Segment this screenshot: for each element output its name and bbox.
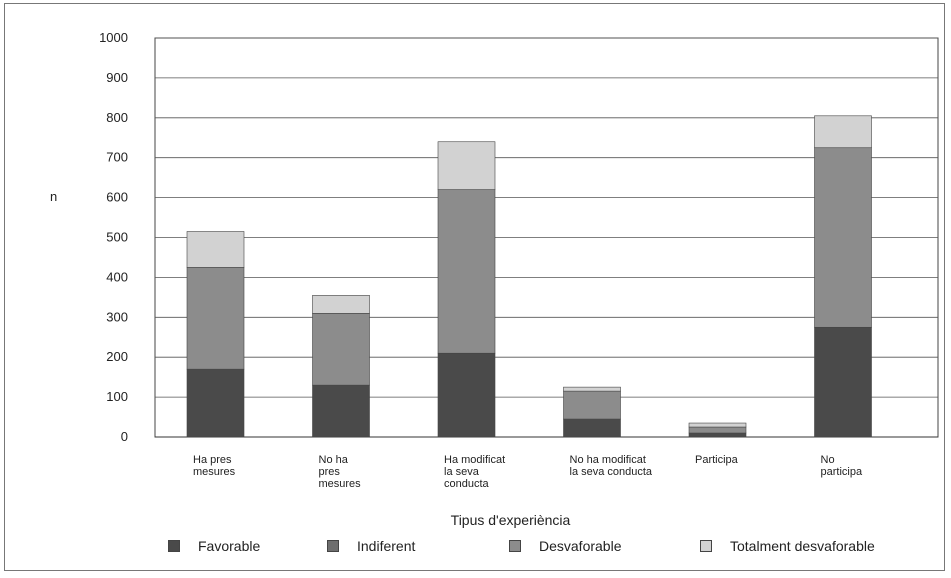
bar-6-favorable: [814, 326, 872, 438]
bar-3-favorable: [437, 352, 496, 438]
legend-item-indiferent: Indiferent: [327, 538, 415, 554]
bar-5-totalment-desvaforable: [688, 422, 747, 428]
legend-swatch-desvaforable: [509, 540, 521, 552]
y-tick-label-100: 100: [106, 389, 128, 404]
bar-1-totalment-desvaforable: [186, 231, 245, 268]
legend-label-desvaforable: Desvaforable: [539, 538, 622, 554]
bar-4-favorable: [563, 418, 621, 438]
bar-6-totalment-desvaforable: [814, 115, 872, 149]
legend: Favorable Indiferent Desvaforable Totalm…: [0, 538, 951, 568]
x-axis-title: Tipus d'experiència: [0, 512, 951, 528]
bar-3-desvaforable: [437, 189, 496, 354]
x-tick-label-5: Participa: [695, 454, 739, 466]
x-tick-label-2: No ha pres mesures: [319, 454, 362, 490]
bar-3-totalment-desvaforable: [437, 141, 496, 190]
y-tick-label-400: 400: [106, 269, 128, 284]
y-tick-label-300: 300: [106, 309, 128, 324]
bar-1-favorable: [186, 368, 245, 438]
x-tick-label-4: No ha modificat la seva conducta: [570, 454, 653, 478]
bar-5-favorable: [688, 432, 747, 438]
chart-frame: [4, 3, 945, 571]
bar-6-desvaforable: [814, 147, 872, 328]
y-tick-label-600: 600: [106, 190, 128, 205]
y-tick-label-0: 0: [121, 429, 128, 444]
legend-label-totalment-desvaforable: Totalment desvaforable: [730, 538, 875, 554]
legend-swatch-favorable: [168, 540, 180, 552]
y-axis-label: n: [50, 189, 58, 204]
y-tick-label-1000: 1000: [99, 30, 128, 45]
y-tick-label-800: 800: [106, 110, 128, 125]
y-tick-label-900: 900: [106, 70, 128, 85]
bar-2-totalment-desvaforable: [312, 295, 370, 314]
y-tick-label-700: 700: [106, 150, 128, 165]
bar-2-desvaforable: [312, 313, 370, 386]
bar-2-favorable: [312, 384, 370, 438]
x-tick-label-1: Ha pres mesures: [193, 454, 236, 478]
bar-5-desvaforable: [688, 426, 747, 434]
x-axis-title-text: Tipus d'experiència: [450, 512, 571, 528]
bar-4-totalment-desvaforable: [563, 386, 621, 392]
bar-4-desvaforable: [563, 390, 621, 420]
legend-label-favorable: Favorable: [198, 538, 261, 554]
legend-swatch-indiferent: [327, 540, 339, 552]
y-tick-label-500: 500: [106, 230, 128, 245]
legend-item-totalment-desvaforable: Totalment desvaforable: [700, 538, 875, 554]
y-tick-label-200: 200: [106, 349, 128, 364]
x-tick-label-6: No participa: [821, 454, 863, 478]
legend-item-desvaforable: Desvaforable: [509, 538, 622, 554]
legend-label-indiferent: Indiferent: [357, 538, 416, 554]
x-tick-label-3: Ha modificat la seva conducta: [444, 454, 505, 490]
legend-swatch-totalment-desvaforable: [700, 540, 712, 552]
bar-1-desvaforable: [186, 267, 245, 370]
legend-item-favorable: Favorable: [168, 538, 260, 554]
